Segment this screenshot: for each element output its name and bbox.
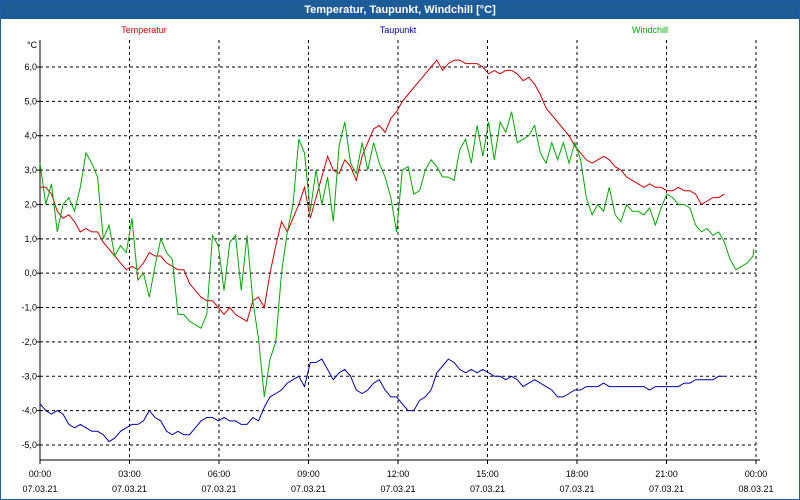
legend-temperatur: Temperatur [121,25,167,35]
y-tick-label: -2,0 [21,337,37,347]
x-tick-time: 03:00 [118,469,141,479]
x-tick-time: 09:00 [297,469,320,479]
grid-lines [40,40,757,460]
x-tick-date: 07.03.21 [22,484,57,494]
x-tick-time: 15:00 [476,469,499,479]
series-line-taupunkt [39,358,725,443]
x-tick-date: 07.03.21 [649,484,684,494]
y-tick-labels: 6,0 5,0 4,0 3,0 2,0 1,0 0,0 -1,0 -2,0 -3,0 -4,0 -5,… [21,62,40,450]
x-tick-date: 07.03.21 [291,484,326,494]
y-tick-label: 5,0 [24,96,37,106]
x-tick-date: 07.03.21 [201,484,236,494]
window-title: Temperatur, Taupunkt, Windchill [°C] [1,1,799,19]
series-line-temperatur [40,59,725,323]
y-tick-label: 6,0 [24,62,37,72]
y-tick-label: -1,0 [21,303,37,313]
x-tick-time: 00:00 [29,469,52,479]
x-tick-date: 07.03.21 [112,484,147,494]
legend: Temperatur Taupunkt Windchill [121,25,668,35]
y-tick-label: 0,0 [24,268,37,278]
series-lines [39,59,755,443]
x-tick-time: 21:00 [655,469,678,479]
legend-taupunkt: Taupunkt [380,25,417,35]
x-tick-time: 12:00 [387,469,410,479]
x-tick-time: 00:00 [745,469,768,479]
series-line-windchill [39,111,755,397]
y-tick-label: 3,0 [24,165,37,175]
x-tick-date: 07.03.21 [559,484,594,494]
x-tick-labels: 00:00 07.03.21 03:00 07.03.21 06:00 07.03.21 0… [22,460,774,494]
y-axis-label: °C [27,40,38,50]
legend-windchill: Windchill [632,25,668,35]
x-tick-time: 06:00 [208,469,231,479]
y-tick-label: -3,0 [21,371,37,381]
x-tick-date: 07.03.21 [470,484,505,494]
y-tick-label: 1,0 [24,234,37,244]
x-tick-date: 07.03.21 [380,484,415,494]
y-tick-label: -5,0 [21,440,37,450]
x-tick-time: 18:00 [566,469,589,479]
x-tick-date: 08.03.21 [738,484,773,494]
y-tick-label: 4,0 [24,131,37,141]
y-tick-label: -4,0 [21,406,37,416]
y-tick-label: 2,0 [24,199,37,209]
